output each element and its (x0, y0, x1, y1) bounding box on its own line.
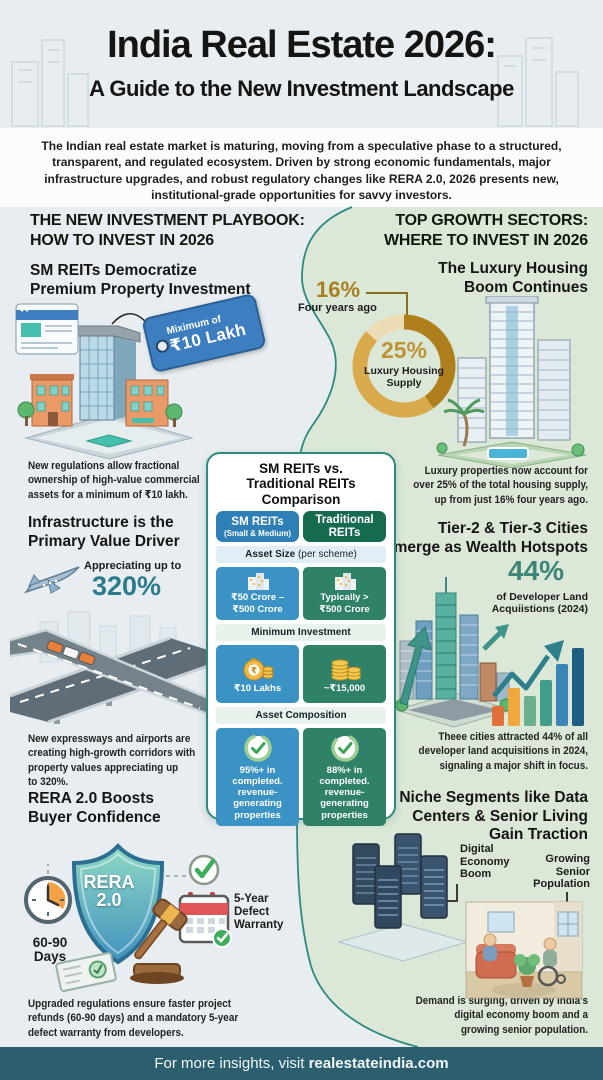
page-subtitle: A Guide to the New Investment Landscape (89, 76, 514, 101)
tier-city-illustration (394, 577, 514, 728)
senior-population-label: Growing Senior Population (533, 853, 590, 891)
donut-chart (352, 314, 456, 418)
palm-tree-icon (443, 398, 485, 416)
intro-paragraph: The Indian real estate market is maturin… (41, 139, 562, 202)
luxury-title: The Luxury Housing Boom Continues (438, 260, 588, 296)
footer-text: For more insights, visit (154, 1055, 309, 1072)
highway-interchange-illustration (10, 611, 208, 724)
asset-composition-bold: Asset Composition (255, 709, 347, 721)
cell-composition-sm: 95%+ in completed. revenue-generating pr… (216, 727, 299, 826)
donut-label: Luxury Housing Supply (364, 365, 444, 389)
server-rack-icon (352, 833, 448, 929)
data-center-illustration (337, 833, 469, 962)
airplane-icon (23, 566, 80, 594)
asset-size-sm-value: ₹50 Crore – ₹500 Crore (230, 592, 285, 615)
money-bag-icon: ₹ (243, 658, 273, 681)
rera-illustration (24, 843, 232, 992)
gavel-icon (130, 898, 188, 984)
min-investment-sm-value: ₹10 Lakhs (233, 683, 282, 695)
clock-label: 60-90 Days (32, 935, 68, 965)
traditional-reits-label: Traditional REITs (315, 514, 374, 539)
infra-stat-value: 320% (92, 571, 162, 601)
donut-callout-line (366, 292, 408, 320)
comparison-title: SM REITs vs. Traditional REITs Compariso… (246, 461, 356, 507)
cell-asset-size-traditional: Typically > ₹500 Crore (303, 567, 386, 620)
person-wheelchair-icon (543, 937, 557, 951)
sm-reits-sublabel: (Small & Medium) (223, 528, 292, 538)
cell-min-investment-sm: ₹ ₹10 Lakhs (216, 644, 299, 703)
row-header-asset-composition: Asset Composition (216, 706, 386, 724)
document-icon (55, 952, 117, 992)
rera-caption: Upgraded regulations ensure faster proje… (28, 998, 239, 1039)
warranty-label: 5-Year Defect Warranty (234, 893, 284, 931)
row-header-asset-size: Asset Size (per scheme) (216, 546, 386, 564)
column-header-traditional-reits: Traditional REITs (303, 511, 386, 543)
zigzag-arrow-icon (492, 654, 551, 698)
digital-economy-label: Digital Economy Boom (460, 843, 510, 881)
comparison-card: SM REITs vs. Traditional REITs Compariso… (206, 452, 396, 826)
tier-stat-value: 44% (508, 555, 565, 586)
luxury-caption: Luxury properties now account for over 2… (413, 465, 588, 506)
asset-size-bold: Asset Size (245, 549, 296, 561)
niche-title: Niche Segments like Data Centers & Senio… (399, 789, 588, 844)
footer-bar: For more insights, visit realestateindia… (0, 1047, 603, 1080)
growth-bar-chart (492, 640, 584, 726)
rera-shield-icon (71, 843, 165, 965)
coins-stack-icon (331, 659, 361, 681)
plant-icon (520, 976, 534, 987)
infra-stat-label: Appreciating up to (84, 560, 182, 572)
smreits-title: SM REITs Democratize Premium Property In… (30, 262, 251, 298)
rera-title: RERA 2.0 Boosts Buyer Confidence (28, 790, 161, 826)
luxury-tower-illustration (436, 296, 587, 468)
min-investment-traditional-value: ~₹15,000 (323, 683, 366, 695)
calendar-icon (178, 892, 232, 948)
left-column-heading: THE NEW INVESTMENT PLAYBOOK: HOW TO INVE… (30, 212, 305, 249)
donut-past-value: 16% (316, 277, 361, 302)
right-column-heading: TOP GROWTH SECTORS: WHERE TO INVEST IN 2… (383, 212, 588, 249)
footer-domain: realestateindia.com (308, 1055, 449, 1072)
senior-label-connector (566, 892, 568, 908)
niche-caption: Demand is surging, driven by India's dig… (415, 995, 588, 1036)
building-icon (334, 573, 356, 591)
svg-text:₹: ₹ (250, 666, 256, 676)
column-header-sm-reits: SM REITs (Small & Medium) (216, 511, 299, 543)
tier-stat-label: of Developer Land Acquiistions (2024) (491, 591, 588, 616)
rera-shield-label: RERA 2.0 (83, 872, 135, 910)
page-title: India Real Estate 2026: (107, 24, 497, 66)
tier-title: Tier-2 & Tier-3 Cities Emerge as Wealth … (383, 520, 588, 556)
skyline-watermark-icon (11, 37, 579, 127)
tier-caption: Theee cities attracted 44% of all develo… (418, 731, 588, 772)
asset-size-normal: (per scheme) (295, 549, 357, 561)
sm-reits-label: SM REITs (231, 515, 284, 528)
cell-asset-size-sm: ₹50 Crore – ₹500 Crore (216, 567, 299, 620)
person-icon (483, 933, 497, 947)
composition-traditional-value: 88%+ in completed. revenue-generating pr… (319, 764, 370, 821)
row-header-minimum-investment: Minimum Investment (216, 623, 386, 641)
donut-past-label: Four years ago (298, 302, 377, 314)
infra-caption: New expressways and airports are creatin… (28, 733, 196, 788)
asset-size-traditional-value: Typically > ₹500 Crore (319, 592, 370, 615)
digital-label-connector (438, 884, 458, 902)
clock-icon (24, 876, 72, 924)
check-ring-icon (330, 734, 359, 762)
check-ring-icon (243, 734, 272, 762)
minimum-investment-bold: Minimum Investment (251, 626, 351, 638)
smreits-buildings-illustration (15, 303, 194, 460)
cell-composition-traditional: 88%+ in completed. revenue-generating pr… (303, 727, 386, 826)
growth-arrow-icon (399, 626, 432, 706)
donut-value: 25% (380, 337, 428, 363)
infra-title: Infrastructure is the Primary Value Driv… (28, 514, 180, 550)
check-circle-icon (188, 854, 220, 886)
smreits-caption: New regulations allow fractional ownersh… (28, 460, 200, 501)
building-icon (247, 573, 269, 591)
cell-min-investment-traditional: ~₹15,000 (303, 644, 386, 703)
senior-living-illustration (465, 901, 583, 999)
composition-sm-value: 95%+ in completed. revenue-generating pr… (232, 764, 283, 821)
train-icon (46, 640, 96, 666)
